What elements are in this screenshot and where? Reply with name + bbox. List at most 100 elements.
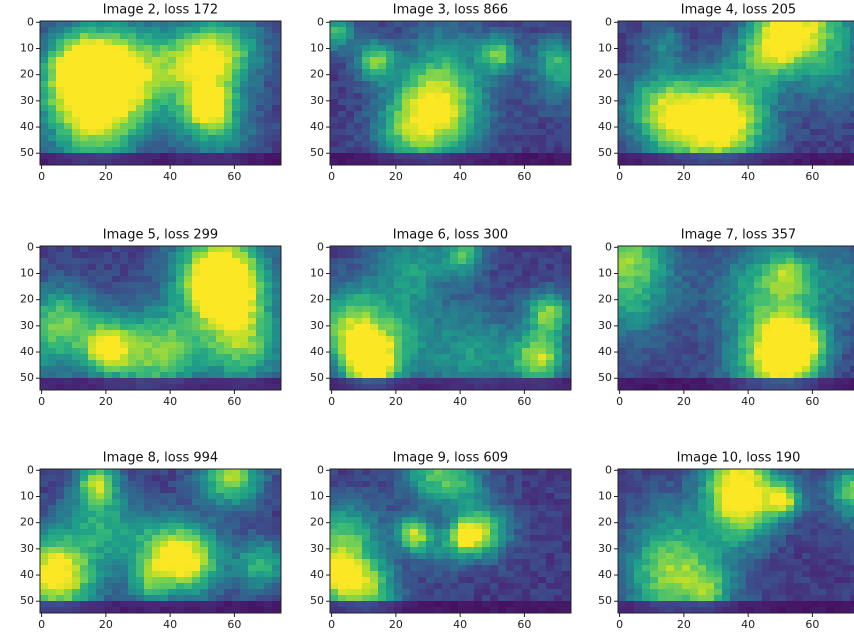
- texture-cell: [208, 93, 217, 100]
- texture-cell: [248, 87, 257, 94]
- texture-cell: [64, 372, 73, 379]
- texture-cell: [386, 276, 395, 283]
- texture-cell: [40, 481, 49, 488]
- texture-cell: [538, 147, 547, 154]
- texture-cell: [506, 99, 515, 106]
- texture-cell: [160, 354, 169, 361]
- texture-cell: [522, 342, 531, 349]
- texture-cell: [562, 384, 571, 390]
- texture-cell: [754, 330, 763, 337]
- texture-cell: [826, 75, 835, 82]
- texture-cell: [850, 258, 854, 265]
- texture-cell: [168, 342, 177, 349]
- texture-cell: [618, 300, 627, 307]
- texture-cell: [786, 294, 795, 301]
- texture-cell: [248, 306, 257, 313]
- texture-cell: [176, 51, 185, 58]
- texture-cell: [722, 141, 731, 148]
- y-tick-label: 20: [20, 68, 34, 81]
- texture-cell: [216, 523, 225, 530]
- texture-cell: [562, 81, 571, 88]
- texture-cell: [658, 318, 667, 325]
- texture-cell: [418, 378, 427, 385]
- texture-cell: [754, 318, 763, 325]
- texture-cell: [240, 129, 249, 136]
- texture-cell: [770, 384, 779, 390]
- texture-cell: [794, 360, 803, 367]
- texture-cell: [40, 378, 49, 385]
- texture-cell: [674, 366, 683, 373]
- texture-cell: [554, 51, 563, 58]
- texture-cell: [176, 105, 185, 112]
- texture-cell: [498, 270, 507, 277]
- texture-cell: [706, 348, 715, 355]
- texture-cell: [754, 93, 763, 100]
- texture-cell: [386, 372, 395, 379]
- texture-cell: [40, 288, 49, 295]
- texture-cell: [802, 372, 811, 379]
- texture-cell: [834, 117, 843, 124]
- texture-cell: [690, 51, 699, 58]
- texture-cell: [152, 75, 161, 82]
- texture-cell: [466, 141, 475, 148]
- texture-cell: [778, 75, 787, 82]
- texture-cell: [522, 141, 531, 148]
- texture-cell: [184, 57, 193, 64]
- texture-cell: [794, 282, 803, 289]
- texture-cell: [466, 300, 475, 307]
- texture-cell: [346, 159, 355, 165]
- texture-cell: [682, 264, 691, 271]
- texture-cell: [48, 378, 57, 385]
- texture-cell: [482, 306, 491, 313]
- texture-cell: [216, 288, 225, 295]
- texture-cell: [208, 505, 217, 512]
- texture-cell: [826, 276, 835, 283]
- texture-cell: [794, 264, 803, 271]
- texture-cell: [482, 87, 491, 94]
- texture-cell: [232, 123, 241, 130]
- texture-cell: [48, 312, 57, 319]
- texture-cell: [434, 117, 443, 124]
- texture-cell: [386, 75, 395, 82]
- texture-cell: [466, 87, 475, 94]
- texture-cell: [698, 354, 707, 361]
- texture-cell: [562, 123, 571, 130]
- texture-cell: [522, 21, 531, 28]
- texture-cell: [40, 342, 49, 349]
- texture-cell: [514, 324, 523, 331]
- texture-cell: [72, 264, 81, 271]
- texture-cell: [104, 33, 113, 40]
- texture-cell: [722, 153, 731, 160]
- texture-cell: [802, 99, 811, 106]
- texture-cell: [240, 312, 249, 319]
- texture-cell: [56, 27, 65, 34]
- texture-cell: [642, 45, 651, 52]
- texture-cell: [674, 378, 683, 385]
- texture-cell: [810, 93, 819, 100]
- texture-cell: [256, 129, 265, 136]
- texture-cell: [152, 529, 161, 536]
- texture-cell: [232, 81, 241, 88]
- texture-cell: [434, 93, 443, 100]
- texture-cell: [538, 384, 547, 390]
- texture-cell: [56, 123, 65, 130]
- texture-cell: [842, 252, 851, 259]
- texture-cell: [562, 324, 571, 331]
- texture-cell: [40, 63, 49, 70]
- texture-cell: [168, 306, 177, 313]
- texture-cell: [642, 348, 651, 355]
- texture-cell: [104, 493, 113, 500]
- texture-cell: [458, 159, 467, 165]
- texture-cell: [72, 159, 81, 165]
- texture-cell: [104, 21, 113, 28]
- texture-cell: [144, 481, 153, 488]
- texture-cell: [272, 117, 281, 124]
- texture-cell: [706, 51, 715, 58]
- axes-frame: [617, 20, 854, 166]
- texture-cell: [690, 75, 699, 82]
- texture-cell: [834, 348, 843, 355]
- texture-cell: [48, 99, 57, 106]
- texture-cell: [200, 123, 209, 130]
- texture-cell: [482, 63, 491, 70]
- texture-cell: [370, 135, 379, 142]
